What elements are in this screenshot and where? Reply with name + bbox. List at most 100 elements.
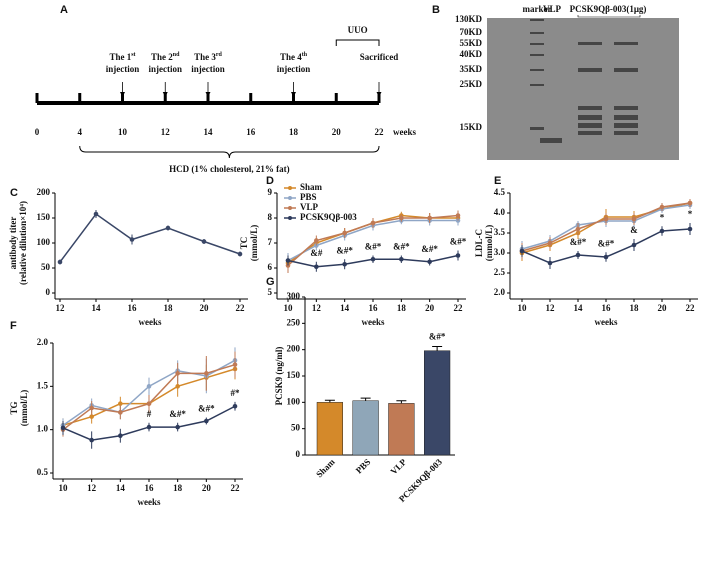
annotation: #* <box>231 388 241 398</box>
point <box>687 200 693 206</box>
legend-label: PCSK9Qβ-003 <box>300 212 357 222</box>
annotation: & <box>630 225 638 235</box>
point <box>89 405 94 411</box>
x-tick-label: 14 <box>340 303 350 313</box>
y-axis-label: TG <box>9 401 19 414</box>
y-tick-label: 1.0 <box>37 424 49 434</box>
annotation: &#* <box>393 242 410 252</box>
event-text: The 2 <box>151 52 173 62</box>
diet-label: HCD (1% cholesterol, 21% fat) <box>169 164 290 174</box>
point <box>547 240 553 246</box>
x-tick-label: 10 <box>284 303 294 313</box>
y-tick-label: 0.5 <box>37 467 49 477</box>
y-tick-label: 100 <box>287 396 301 406</box>
point <box>175 371 180 376</box>
legend-label: Sham <box>300 182 323 192</box>
point <box>146 401 152 406</box>
gel-marker-label: 15KD <box>460 122 483 132</box>
y-tick-label: 300 <box>287 291 301 301</box>
series-line <box>59 212 241 263</box>
x-tick-label: 20 <box>200 303 210 313</box>
y-tick-label: 6 <box>268 262 273 272</box>
gel-marker-label: 130KD <box>455 14 483 24</box>
arrow-head <box>162 92 168 97</box>
point <box>603 254 609 260</box>
x-tick-label: 14 <box>92 303 102 313</box>
timeline-tick-label: 16 <box>246 127 256 137</box>
timeline-tick-label: 22 <box>375 127 385 137</box>
legend-marker <box>288 216 292 220</box>
y-axis-label: antibody titer <box>8 217 18 270</box>
point <box>631 242 637 248</box>
x-tick-label: 10 <box>59 483 69 493</box>
panel-letter: G <box>266 276 275 288</box>
point <box>201 239 207 244</box>
x-tick-label: 22 <box>236 303 246 313</box>
diet-brace <box>79 145 380 159</box>
point <box>342 230 347 236</box>
error-bar <box>360 397 371 401</box>
annotation: * <box>688 209 693 219</box>
panel-letter: A <box>60 4 68 16</box>
y-tick-label: 2.0 <box>37 337 49 347</box>
x-axis-label: weeks <box>595 317 618 327</box>
point <box>232 403 238 409</box>
y-axis-label: (relative dilution×10⁴) <box>18 201 28 285</box>
x-tick-label: 12 <box>312 303 322 313</box>
annotation: &# <box>310 248 322 258</box>
y-tick-label: 1.5 <box>37 380 49 390</box>
timeline-tick-label: 20 <box>332 127 342 137</box>
event-text: The 3 <box>194 52 216 62</box>
y-axis-label: LDL-C <box>474 229 484 257</box>
point <box>519 248 525 254</box>
x-tick-label: 12 <box>56 303 66 313</box>
point <box>547 260 553 266</box>
y-tick-label: 150 <box>37 212 51 222</box>
x-tick-label: 20 <box>425 303 435 313</box>
event-text: The 4 <box>280 52 302 62</box>
point <box>659 204 665 210</box>
error-bar <box>432 346 443 351</box>
x-axis-label: weeks <box>138 497 161 507</box>
y-tick-label: 50 <box>41 262 51 272</box>
y-tick-label: 2.0 <box>494 287 506 297</box>
event-label-line2: injection <box>277 64 311 74</box>
point <box>427 215 432 221</box>
lane-bracket <box>577 15 641 18</box>
point <box>370 220 376 226</box>
legend-marker <box>288 206 292 210</box>
error-bar <box>324 399 335 403</box>
annotation: # <box>147 409 152 419</box>
y-tick-label: 8 <box>268 212 273 222</box>
point <box>285 258 291 263</box>
point <box>455 213 461 218</box>
point <box>455 253 461 258</box>
x-tick-label: 18 <box>630 303 640 313</box>
x-tick-label: 12 <box>87 483 97 493</box>
x-tick-label: 22 <box>231 483 241 493</box>
legend-label: PBS <box>300 192 317 202</box>
point <box>687 226 693 232</box>
point <box>146 384 152 389</box>
annotation: &#* <box>450 237 467 247</box>
x-tick-label: PBS <box>354 457 373 476</box>
annotation: &#* <box>421 244 438 254</box>
x-tick-label: 18 <box>164 303 174 313</box>
point <box>232 362 238 367</box>
panel-letter: C <box>10 187 18 199</box>
annotation: &#* <box>169 409 186 419</box>
point <box>237 251 243 257</box>
x-tick-label: Sham <box>314 456 337 479</box>
gel-marker-label: 35KD <box>460 64 483 74</box>
x-tick-label: 16 <box>145 483 155 493</box>
gel-lane-label: VLP <box>543 4 562 14</box>
x-tick-label: 18 <box>397 303 407 313</box>
timeline-tick-label: 14 <box>204 127 214 137</box>
point <box>146 424 152 430</box>
y-tick-label: 200 <box>287 344 301 354</box>
gel-lane-label: marker <box>523 4 552 14</box>
y-axis-label: (mmol/L) <box>484 225 494 262</box>
point <box>399 256 404 262</box>
y-tick-label: 7 <box>268 237 273 247</box>
